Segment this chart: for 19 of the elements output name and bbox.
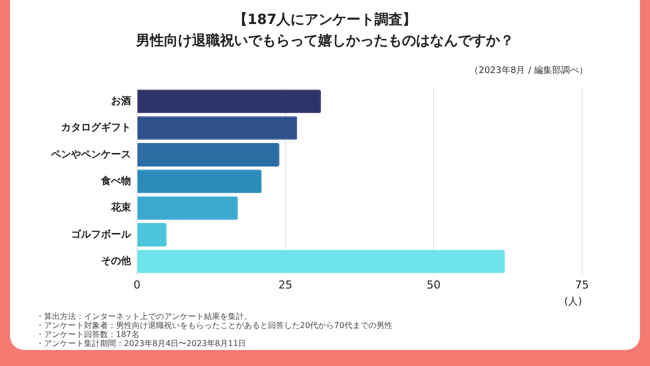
x-axis-title: (人) xyxy=(564,296,582,308)
y-tick-label: お酒 xyxy=(111,94,131,107)
x-tick-label: 0 xyxy=(134,278,140,292)
y-tick-label: 食べ物 xyxy=(100,174,131,187)
y-tick-label: その他 xyxy=(101,255,132,268)
text: （2023年8月 / 編集部調べ） xyxy=(470,64,588,77)
chart-subtitle: 男性向け退職祝いでもらって嬉しかったものはなんですか？ xyxy=(134,32,515,51)
y-tick-label: ゴルフボール xyxy=(71,228,132,240)
text: ・アンケート回答数：187名 xyxy=(36,330,140,339)
x-tick-label: 25 xyxy=(278,278,292,292)
chart-title: 【187人にアンケート調査】 xyxy=(232,11,418,30)
y-tick-label: ペンやペンケース xyxy=(50,149,131,160)
text: ・アンケート対象者：男性向け退職祝いをもらったことがあると回答した20代から70代までの男性 xyxy=(36,321,392,330)
x-tick-label: 75 xyxy=(575,278,589,292)
text: ・アンケート集計期間：2023年8月4日〜2023年8月11日 xyxy=(36,339,248,348)
text: ・算出方法：インターネット上でのアンケート結果を集計。 xyxy=(36,312,253,321)
y-tick-label: 花束 xyxy=(110,202,131,214)
x-tick-label: 50 xyxy=(426,278,441,292)
y-tick-label: カタログギフト xyxy=(61,122,131,134)
